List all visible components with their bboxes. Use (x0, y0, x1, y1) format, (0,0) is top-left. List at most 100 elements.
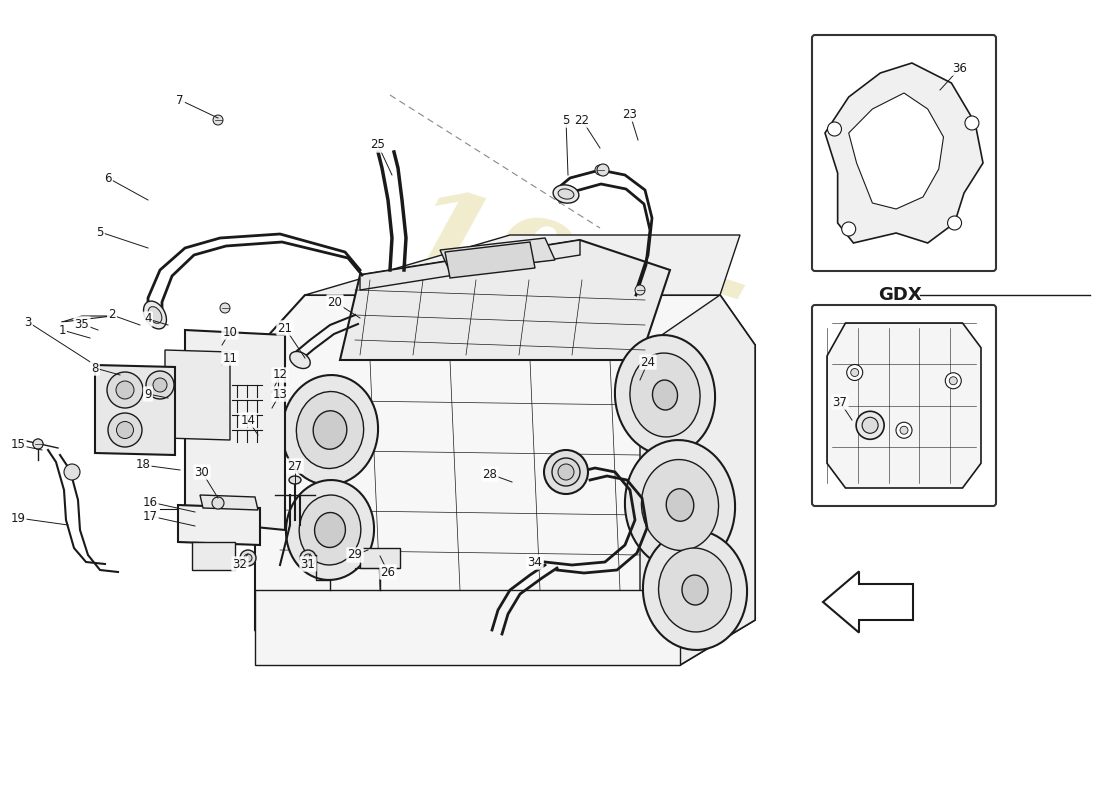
Circle shape (240, 550, 256, 566)
Polygon shape (640, 295, 755, 665)
Ellipse shape (296, 391, 364, 469)
Ellipse shape (625, 440, 735, 570)
Circle shape (108, 413, 142, 447)
Circle shape (847, 365, 862, 381)
Circle shape (220, 303, 230, 313)
Circle shape (33, 439, 43, 449)
Polygon shape (823, 571, 913, 633)
Polygon shape (340, 240, 670, 360)
Ellipse shape (682, 575, 708, 605)
Text: 37: 37 (833, 395, 847, 409)
Polygon shape (827, 323, 981, 488)
Polygon shape (446, 242, 535, 278)
Circle shape (949, 377, 957, 385)
Circle shape (900, 426, 908, 434)
Text: 31: 31 (300, 558, 316, 570)
Polygon shape (305, 235, 740, 295)
Text: 4: 4 (144, 313, 152, 326)
Circle shape (850, 369, 859, 377)
Text: 5: 5 (562, 114, 570, 126)
Ellipse shape (553, 185, 579, 203)
Circle shape (544, 450, 588, 494)
Circle shape (552, 458, 580, 486)
Circle shape (558, 464, 574, 480)
Polygon shape (825, 63, 983, 243)
Ellipse shape (641, 459, 718, 550)
Circle shape (300, 550, 316, 566)
Ellipse shape (143, 301, 166, 329)
Circle shape (212, 497, 224, 509)
Ellipse shape (289, 476, 301, 484)
Polygon shape (165, 350, 230, 440)
Text: 16: 16 (143, 495, 157, 509)
Text: 11: 11 (222, 351, 238, 365)
Text: 1995: 1995 (386, 178, 755, 402)
Text: 28: 28 (483, 467, 497, 481)
Circle shape (213, 115, 223, 125)
Text: 18: 18 (135, 458, 151, 471)
Circle shape (856, 411, 884, 439)
Ellipse shape (299, 495, 361, 565)
Circle shape (146, 371, 174, 399)
Ellipse shape (642, 530, 747, 650)
Text: 6: 6 (104, 171, 112, 185)
Text: 13: 13 (273, 387, 287, 401)
Polygon shape (192, 542, 235, 570)
Text: 34: 34 (528, 555, 542, 569)
Polygon shape (255, 590, 680, 665)
Text: 12: 12 (273, 369, 287, 382)
Circle shape (117, 422, 133, 438)
Bar (360, 548, 400, 568)
Circle shape (33, 439, 43, 449)
Text: a passion for cars since 1995: a passion for cars since 1995 (392, 422, 588, 498)
Circle shape (965, 116, 979, 130)
Circle shape (107, 372, 143, 408)
Ellipse shape (659, 548, 732, 632)
Polygon shape (200, 495, 258, 510)
Ellipse shape (652, 380, 678, 410)
FancyBboxPatch shape (812, 35, 996, 271)
Circle shape (945, 373, 961, 389)
Circle shape (595, 165, 605, 175)
Circle shape (947, 216, 961, 230)
Circle shape (842, 222, 856, 236)
Ellipse shape (286, 480, 374, 580)
Text: 3: 3 (24, 315, 32, 329)
Text: 20: 20 (328, 295, 342, 309)
Circle shape (64, 464, 80, 480)
Text: 8: 8 (91, 362, 99, 374)
Ellipse shape (558, 189, 574, 199)
Ellipse shape (289, 351, 310, 369)
Ellipse shape (667, 489, 694, 522)
Polygon shape (849, 93, 944, 209)
Circle shape (597, 164, 609, 176)
Text: 29: 29 (348, 549, 363, 562)
Polygon shape (440, 238, 556, 272)
Circle shape (304, 554, 312, 562)
Text: 27: 27 (287, 459, 303, 473)
Polygon shape (255, 295, 755, 665)
Text: 9: 9 (144, 387, 152, 401)
Ellipse shape (630, 353, 700, 437)
Text: 23: 23 (623, 107, 637, 121)
Text: 25: 25 (371, 138, 385, 151)
Text: 22: 22 (574, 114, 590, 126)
Ellipse shape (615, 335, 715, 455)
Circle shape (635, 285, 645, 295)
Text: 15: 15 (11, 438, 25, 451)
Text: 30: 30 (195, 466, 209, 478)
FancyBboxPatch shape (812, 305, 996, 506)
Text: 32: 32 (232, 558, 248, 570)
Polygon shape (360, 240, 580, 290)
Text: 36: 36 (953, 62, 967, 74)
Text: 19: 19 (11, 511, 25, 525)
Circle shape (896, 422, 912, 438)
Circle shape (862, 418, 878, 434)
Ellipse shape (315, 513, 345, 547)
Text: 7: 7 (176, 94, 184, 106)
Text: 26: 26 (381, 566, 396, 578)
Text: 1: 1 (58, 323, 66, 337)
Polygon shape (178, 505, 260, 545)
Text: 17: 17 (143, 510, 157, 522)
Text: 10: 10 (222, 326, 238, 338)
